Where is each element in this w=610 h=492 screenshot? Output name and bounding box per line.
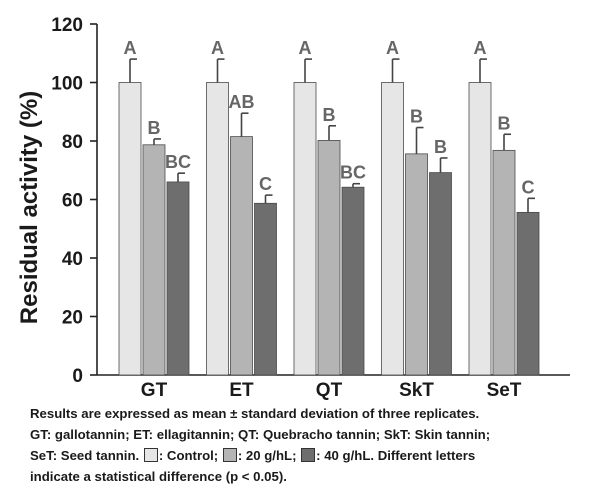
y-tick-label: 120 [51,15,83,36]
y-tick-label: 20 [62,308,83,329]
significance-letter: B [410,107,423,127]
caption-line-2: GT: gallotannin; ET: ellagitannin; QT: Q… [30,427,491,442]
bar [405,153,428,376]
bar [254,202,277,376]
significance-letter: A [386,38,399,58]
bars [118,58,540,376]
bar [293,82,317,376]
bar [516,211,540,376]
control-swatch-icon [143,448,158,462]
caption-control-text: : Control; [158,448,219,463]
y-axis-label: Residual activity (%) [16,91,43,324]
y-tick-label: 0 [72,366,83,387]
bar [429,172,452,376]
significance-letter: A [299,38,312,58]
y-tick-label: 60 [62,191,83,212]
x-tick-label: ET [229,380,254,400]
significance-letter: B [148,118,161,138]
bar [317,140,341,376]
figure-caption: Results are expressed as mean ± standard… [30,403,605,487]
significance-letter: AB [229,92,255,112]
caption-line-4: indicate a statistical difference (p < 0… [30,469,287,484]
bar [166,181,190,376]
caption-set-text: SeT: Seed tannin. [30,448,140,463]
bar [230,136,253,376]
x-tick-label: QT [316,380,343,400]
40ghl-swatch-icon [301,448,316,462]
significance-letter: BC [165,152,191,172]
significance-letter: B [323,105,336,125]
x-tick-label: SeT [487,380,522,400]
bar [118,82,142,376]
bar [381,82,404,376]
significance-letter: A [474,38,487,58]
significance-letter: C [259,174,272,194]
x-tick-label: SkT [399,380,434,400]
significance-letter: B [498,113,511,133]
bar [492,149,516,376]
y-tick-label: 80 [62,132,83,153]
bar [206,82,229,376]
caption-20ghl-text: : 20 g/hL; [237,448,297,463]
20ghl-swatch-icon [222,448,237,462]
axes: 0 20 40 60 80 100 120 Residual activity (%) [16,15,570,387]
significance-letter: A [124,38,137,58]
bar [341,186,365,376]
significance-letter: B [434,137,447,157]
significance-letter: A [211,38,224,58]
significance-letter: C [522,177,535,197]
bar [142,144,166,376]
caption-40ghl-text: : 40 g/hL. Different letters [316,448,476,463]
significance-letter: BC [340,163,366,183]
caption-line-3: SeT: Seed tannin. : Control; : 20 g/hL; … [30,445,605,466]
y-tick-label: 100 [51,74,83,95]
bar [468,82,492,376]
caption-line-1: Results are expressed as mean ± standard… [30,406,480,421]
x-tick-label: GT [141,380,168,400]
y-tick-label: 40 [62,249,83,270]
